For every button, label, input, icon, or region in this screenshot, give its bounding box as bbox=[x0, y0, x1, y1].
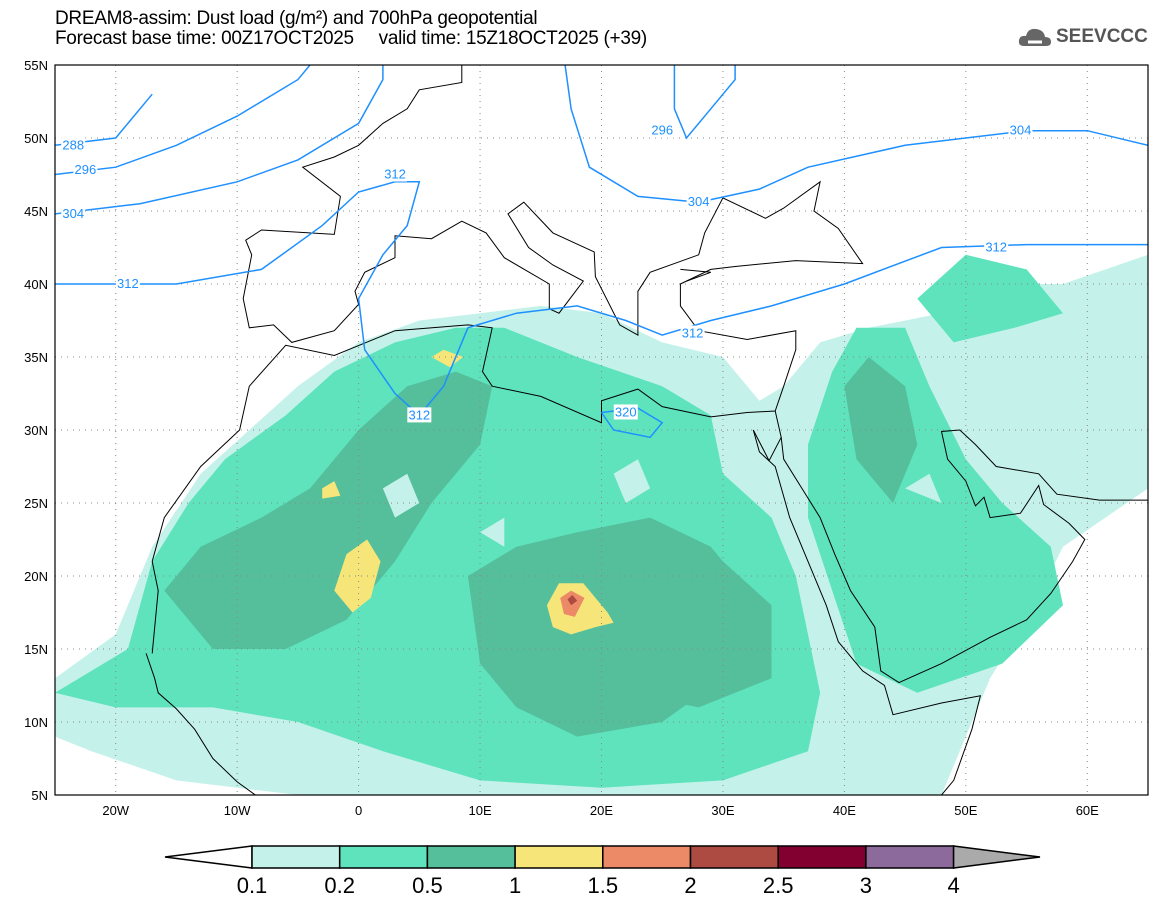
contour-label-bg bbox=[383, 166, 408, 182]
lon-tick-label: 50E bbox=[954, 803, 977, 818]
colorbar-tick-label: 0.5 bbox=[412, 873, 443, 898]
contour-label: 320 bbox=[615, 404, 637, 419]
coastline bbox=[680, 268, 711, 282]
lat-tick-label: 50N bbox=[24, 131, 48, 146]
coastline bbox=[780, 429, 1148, 684]
contour-label-bg bbox=[73, 162, 98, 178]
contour-label: 304 bbox=[688, 194, 710, 209]
contour-label-bg bbox=[984, 239, 1009, 255]
dust-region bbox=[334, 539, 381, 613]
contour-label-bg bbox=[680, 325, 705, 341]
lat-tick-label: 10N bbox=[24, 715, 48, 730]
colorbar-tick-label: 2 bbox=[684, 873, 696, 898]
contour-label: 288 bbox=[62, 137, 84, 152]
dust-region bbox=[431, 349, 464, 368]
colorbar-tick-label: 1.5 bbox=[588, 873, 619, 898]
contour-label: 312 bbox=[117, 276, 139, 291]
lon-tick-label: 0 bbox=[355, 803, 362, 818]
colorbar-low-arrow bbox=[164, 845, 253, 869]
lon-tick-label: 20W bbox=[102, 803, 129, 818]
contour-label: 312 bbox=[408, 407, 430, 422]
lon-tick-label: 10E bbox=[468, 803, 491, 818]
coastline bbox=[752, 429, 982, 795]
colorbar-swatch bbox=[426, 845, 516, 869]
lat-tick-label: 40N bbox=[24, 277, 48, 292]
geopotential-isoline bbox=[55, 65, 384, 215]
dust-region bbox=[164, 371, 493, 649]
colorbar-swatch bbox=[602, 845, 692, 869]
contour-label-bg bbox=[1008, 122, 1033, 138]
contour-label: 304 bbox=[1010, 123, 1032, 138]
lon-tick-label: 20E bbox=[590, 803, 613, 818]
lat-tick-label: 5N bbox=[31, 788, 48, 803]
coastline bbox=[145, 653, 257, 795]
geopotential-contours: 288 296 304 312 312 296 304 304 312 312 312 320 bbox=[55, 65, 1148, 439]
contour-label-bg bbox=[613, 404, 638, 420]
lat-tick-label: 45N bbox=[24, 204, 48, 219]
contour-label-bg bbox=[686, 194, 711, 210]
colorbar-tick-label: 0.1 bbox=[237, 873, 268, 898]
axis-labels: 55N 50N 45N 40N 35N 30N 25N 20N 15N 10N 5N 20W 10W 0 1… bbox=[24, 58, 1099, 818]
seevccc-logo: SEEVCCC bbox=[1018, 26, 1148, 48]
dust-region bbox=[567, 595, 578, 606]
colorbar-swatch bbox=[777, 845, 867, 869]
coastline bbox=[151, 65, 864, 654]
lat-tick-label: 35N bbox=[24, 350, 48, 365]
lon-tick-label: 60E bbox=[1076, 803, 1099, 818]
logo-text: SEEVCCC bbox=[1056, 26, 1148, 47]
colorbar-high-arrow bbox=[952, 845, 1041, 869]
cloud-icon bbox=[1018, 28, 1051, 46]
colorbar-tick-label: 4 bbox=[947, 873, 959, 898]
lat-tick-label: 30N bbox=[24, 423, 48, 438]
colorbar-swatch bbox=[514, 845, 604, 869]
contour-label: 296 bbox=[651, 123, 673, 138]
map-frame bbox=[54, 64, 1149, 796]
contour-label-bg bbox=[115, 276, 140, 291]
lon-tick-label: 40E bbox=[833, 803, 856, 818]
colorbar-tick-label: 0.2 bbox=[324, 873, 355, 898]
dust-region bbox=[212, 576, 323, 649]
dust-region bbox=[322, 481, 341, 499]
colorbar-tick-label: 3 bbox=[860, 873, 872, 898]
contour-label: 312 bbox=[682, 326, 704, 341]
contour-label: 312 bbox=[384, 167, 406, 182]
contour-label-bg bbox=[650, 122, 675, 138]
contour-label-bg bbox=[61, 137, 86, 153]
lat-tick-label: 25N bbox=[24, 496, 48, 511]
colorbar-swatch bbox=[865, 845, 955, 869]
lat-tick-label: 55N bbox=[24, 58, 48, 73]
lat-tick-label: 15N bbox=[24, 642, 48, 657]
colorbar-swatch bbox=[251, 845, 341, 869]
dust-load-fills bbox=[55, 254, 1148, 795]
coastlines bbox=[145, 65, 1148, 795]
dust-region bbox=[905, 473, 942, 503]
geopotential-isoline bbox=[55, 65, 311, 176]
dust-region bbox=[844, 357, 918, 503]
contour-label: 312 bbox=[985, 240, 1007, 255]
contour-label: 304 bbox=[62, 206, 84, 221]
contour-label-bg bbox=[61, 205, 86, 221]
dust-region bbox=[480, 517, 505, 547]
colorbar-tick-label: 1 bbox=[509, 873, 521, 898]
dust-region bbox=[601, 561, 772, 708]
colorbar-tick-label: 2.5 bbox=[763, 873, 794, 898]
dust-region bbox=[613, 459, 651, 503]
lat-tick-label: 20N bbox=[24, 569, 48, 584]
forecast-times: Forecast base time: 00Z17OCT2025 valid t… bbox=[55, 28, 647, 49]
geopotential-isoline bbox=[564, 65, 1148, 203]
geopotential-isoline bbox=[673, 65, 736, 140]
lon-tick-label: 30E bbox=[711, 803, 734, 818]
contour-label-bg bbox=[407, 407, 432, 423]
colorbar-swatch bbox=[338, 845, 429, 869]
map-title: DREAM8-assim: Dust load (g/m²) and 700hP… bbox=[55, 8, 538, 29]
colorbar-swatch bbox=[689, 845, 779, 869]
dust-region bbox=[917, 254, 1063, 343]
dust-region bbox=[382, 473, 420, 518]
coastline bbox=[752, 410, 782, 462]
lon-tick-label: 10W bbox=[224, 803, 251, 818]
contour-label: 296 bbox=[75, 162, 97, 177]
